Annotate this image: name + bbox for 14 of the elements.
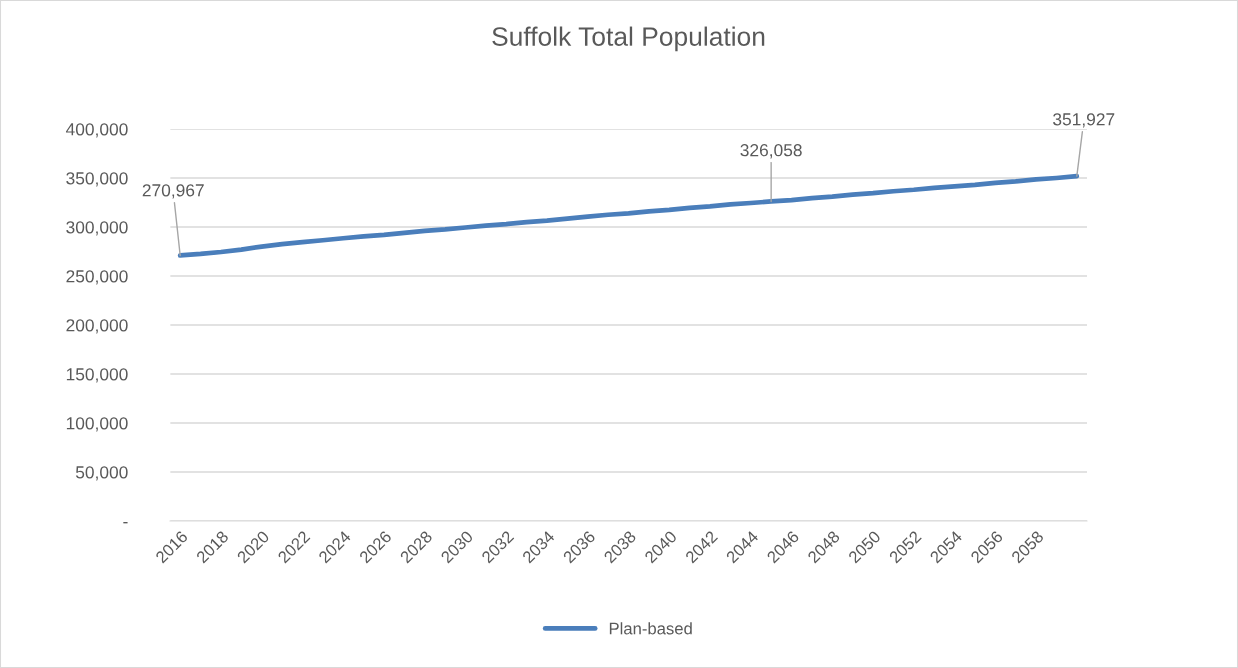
y-tick-label: 250,000	[66, 270, 128, 285]
data-label: 326,058	[740, 144, 802, 159]
data-label: 270,967	[142, 184, 204, 199]
y-tick-label: 400,000	[65, 123, 128, 138]
chart-title: Suffolk Total Population	[492, 26, 765, 52]
data-label: 351,927	[1053, 113, 1115, 128]
legend-label: Plan-based	[609, 622, 692, 635]
y-tick-label: 200,000	[66, 319, 128, 334]
y-tick-label: 300,000	[66, 221, 128, 236]
y-tick-label: -	[123, 522, 128, 524]
y-tick-label: 150,000	[66, 368, 128, 383]
y-tick-label: 50,000	[75, 466, 128, 481]
y-tick-label: 350,000	[66, 172, 128, 187]
y-tick-label: 100,000	[66, 417, 128, 432]
